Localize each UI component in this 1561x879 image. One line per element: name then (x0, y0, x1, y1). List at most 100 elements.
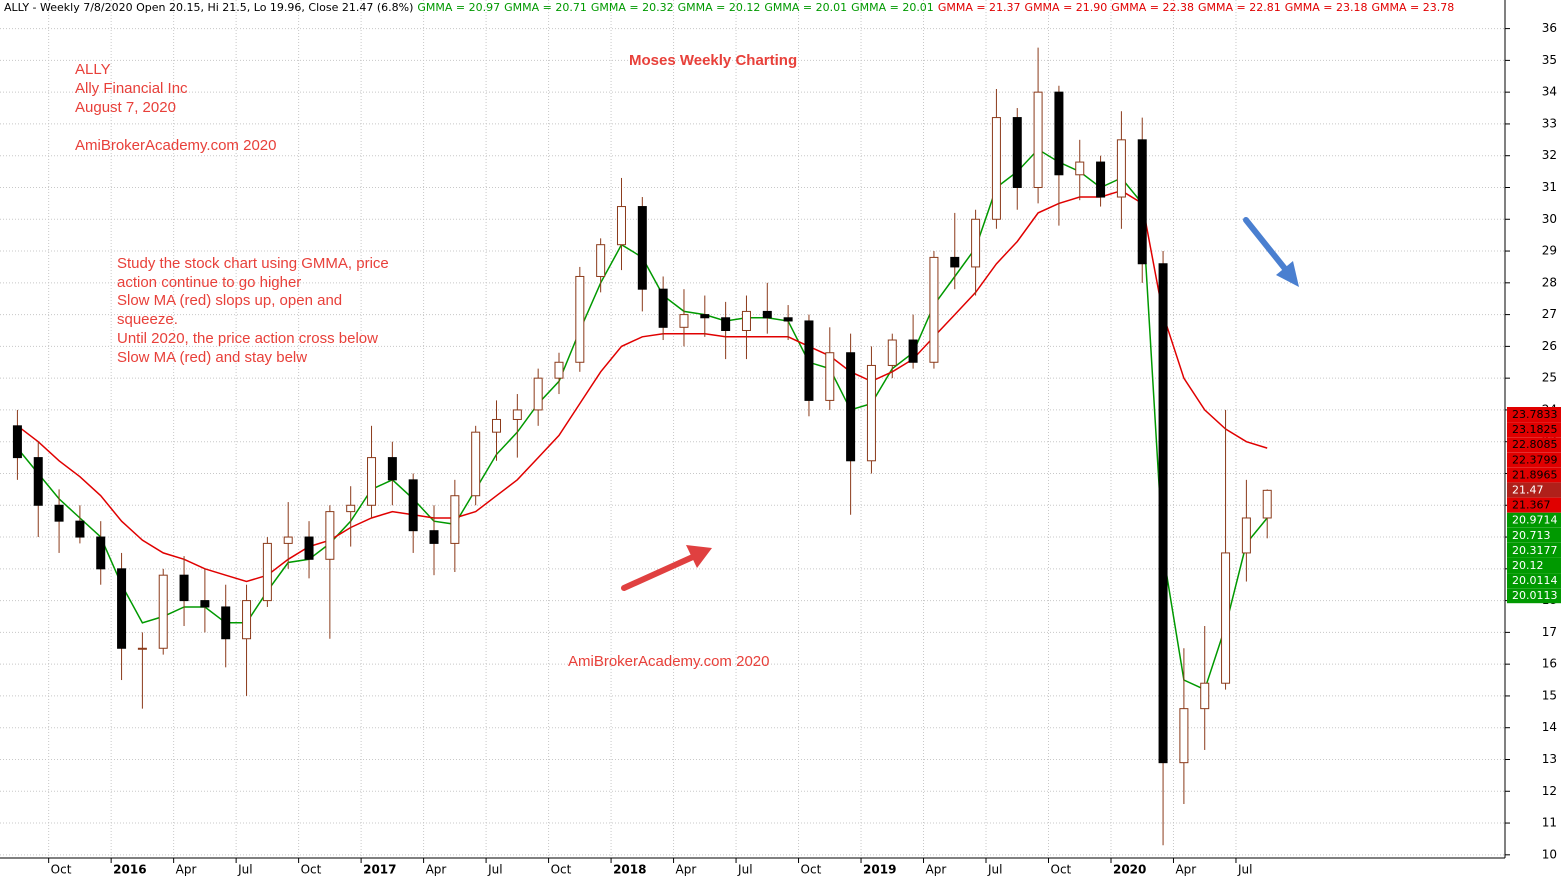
x-tick-label: Oct (301, 863, 322, 877)
annotation: August 7, 2020 (75, 99, 176, 116)
price-label: 23.7833 (1512, 408, 1558, 421)
candle-body (1075, 161, 1085, 176)
y-tick-label: 12 (1542, 784, 1557, 798)
candle-body (658, 288, 668, 328)
x-tick-label: Apr (926, 863, 947, 877)
candle-body (1054, 91, 1064, 176)
candle-body (804, 320, 814, 401)
candle-body (637, 206, 647, 290)
candle-body (408, 479, 418, 532)
price-label-box (1507, 542, 1561, 558)
price-label-box (1507, 407, 1561, 422)
candle-body (346, 504, 356, 513)
price-label-box (1507, 497, 1561, 513)
annotation: ALLY (75, 61, 111, 78)
candle-body (887, 339, 897, 366)
price-label: 22.3799 (1512, 453, 1558, 466)
candle-body (1241, 517, 1251, 554)
red-arrow (621, 545, 712, 591)
candle-body (262, 542, 272, 602)
x-tick-label: 2019 (863, 863, 896, 877)
candle-body (512, 409, 522, 420)
candle-body (471, 431, 481, 497)
candle-body (450, 495, 460, 544)
y-tick-label: 10 (1542, 847, 1557, 861)
x-tick-label: Jul (737, 863, 752, 877)
y-tick-label: 29 (1542, 244, 1557, 258)
header-gmma: GMMA = 20.97 (417, 1, 500, 14)
price-label-box (1507, 588, 1561, 604)
header-gmma: GMMA = 23.78 (1371, 1, 1454, 14)
price-label-box (1507, 482, 1561, 498)
candle-body (1262, 489, 1272, 519)
y-tick-label: 25 (1542, 371, 1557, 385)
candle-body (700, 314, 710, 319)
candle-body (1200, 682, 1210, 710)
x-tick-label: Jul (237, 863, 252, 877)
candle-body (367, 457, 377, 506)
y-tick-label: 17 (1542, 625, 1557, 639)
header-gmma: GMMA = 23.18 (1285, 1, 1368, 14)
x-tick-label: Jul (487, 863, 502, 877)
candle-body (429, 530, 439, 544)
y-tick-label: 35 (1542, 53, 1557, 67)
y-tick-label: 15 (1542, 688, 1557, 702)
x-tick-label: Jul (1237, 863, 1252, 877)
price-label: 20.0113 (1512, 589, 1558, 602)
header-gmma: GMMA = 22.38 (1111, 1, 1194, 14)
candle-body (1137, 139, 1147, 265)
price-label: 20.0114 (1512, 574, 1558, 587)
price-label-box (1507, 512, 1561, 528)
candle-body (616, 206, 626, 246)
candle-body (1158, 263, 1168, 764)
candle-body (33, 457, 43, 506)
candle-body (492, 418, 502, 433)
candle-body (325, 511, 335, 560)
annotation: squeeze. (117, 311, 178, 328)
candle-body (783, 317, 793, 322)
price-label: 20.12 (1512, 559, 1544, 572)
candle-body (679, 314, 689, 328)
x-tick-label: Apr (426, 863, 447, 877)
candle-body (741, 310, 751, 331)
candle-body (221, 606, 231, 640)
price-label-box (1507, 422, 1561, 438)
x-tick-label: 2018 (613, 863, 646, 877)
price-label: 20.3177 (1512, 544, 1558, 557)
y-tick-label: 16 (1542, 657, 1557, 671)
y-tick-label: 36 (1542, 21, 1557, 35)
candle-body (929, 256, 939, 363)
candle-body (387, 457, 397, 481)
price-label-box (1507, 452, 1561, 468)
annotation: action continue to go higher (117, 274, 301, 291)
header-gmma: GMMA = 20.01 (764, 1, 847, 14)
candle-body (554, 361, 564, 379)
candle-body (950, 256, 960, 268)
price-label: 22.8085 (1512, 438, 1558, 451)
y-tick-label: 28 (1542, 275, 1557, 289)
candle-body (1221, 552, 1231, 684)
candles (12, 47, 1272, 846)
header-gmma: GMMA = 22.81 (1198, 1, 1281, 14)
watermark: AmiBrokerAcademy.com 2020 (568, 653, 769, 670)
price-label-box (1507, 527, 1561, 543)
header: ALLY - Weekly 7/8/2020 Open 20.15, Hi 21… (4, 1, 1454, 14)
candle-body (1179, 708, 1189, 764)
y-tick-label: 26 (1542, 339, 1557, 353)
header-gmma: GMMA = 20.12 (678, 1, 761, 14)
annotation: Slow MA (red) and stay belw (117, 349, 307, 366)
candle-body (158, 574, 168, 649)
candle-body (200, 600, 210, 608)
price-label-box (1507, 558, 1561, 573)
header-text: ALLY - Weekly 7/8/2020 Open 20.15, Hi 21… (4, 1, 413, 14)
candle-body (54, 504, 64, 522)
candle-body (242, 600, 252, 640)
x-tick-label: Oct (51, 863, 72, 877)
x-tick-label: 2016 (113, 863, 146, 877)
candle-body (304, 536, 314, 560)
y-tick-label: 27 (1542, 307, 1557, 321)
x-tick-label: 2017 (363, 863, 396, 877)
price-label-box (1507, 573, 1561, 589)
price-label: 21.367 (1512, 499, 1551, 512)
